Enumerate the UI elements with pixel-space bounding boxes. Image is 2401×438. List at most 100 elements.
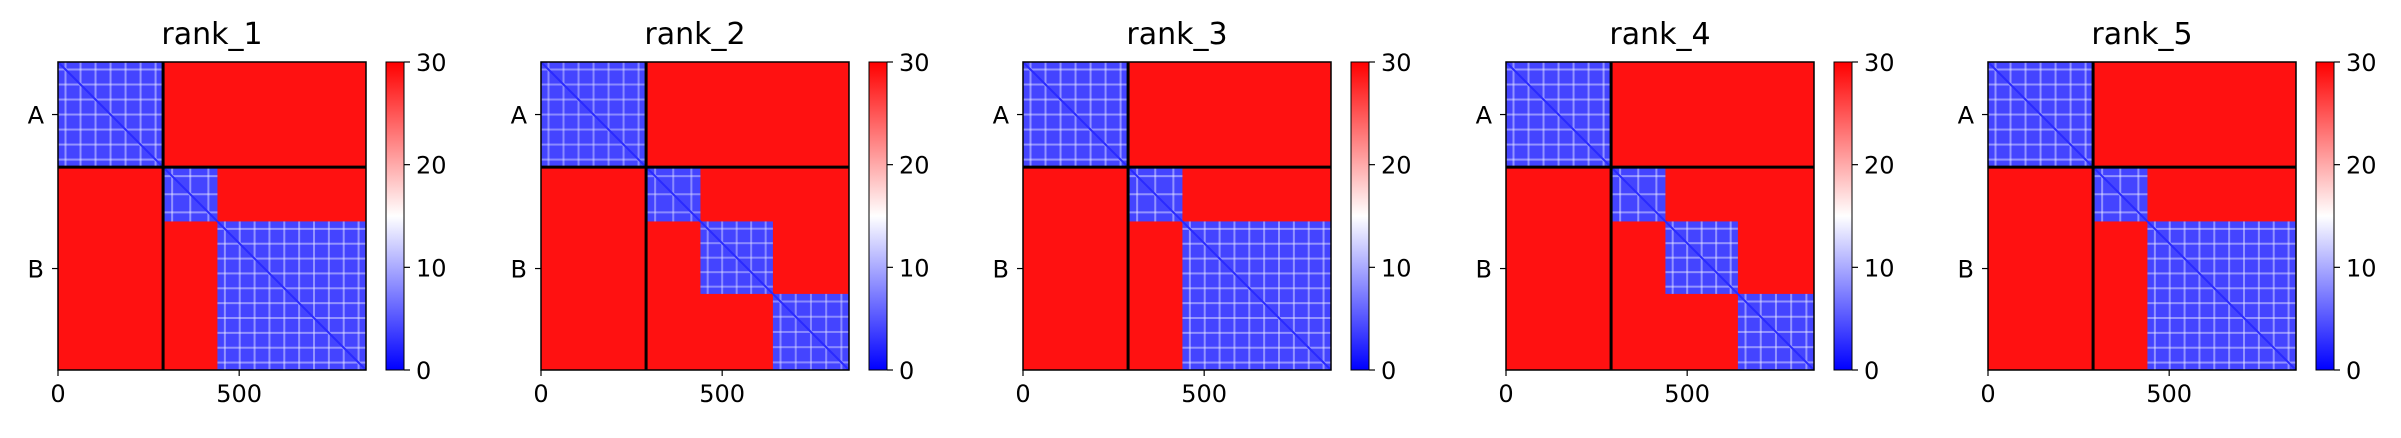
block-texture-stripe	[2147, 287, 2296, 290]
block-texture-stripe	[2198, 221, 2201, 370]
block-texture-stripe	[700, 242, 773, 245]
panel-title: rank_4	[1609, 17, 1710, 52]
axes-frame	[540, 61, 850, 371]
block-texture-stripe	[58, 143, 164, 146]
block-texture-stripe	[2147, 227, 2296, 230]
x-tick-label: 0	[50, 380, 65, 408]
block-texture-stripe	[217, 227, 366, 230]
block-texture-stripe	[772, 315, 849, 318]
block-texture-stripe	[2054, 62, 2057, 168]
block-texture-stripe	[1023, 98, 1129, 101]
heatmap-panel-5: rank_5 A B 0 500 0 10 20 30	[1958, 17, 2377, 408]
x-tick-label: 500	[1181, 380, 1227, 408]
block-texture-stripe	[2093, 175, 2148, 178]
block-texture-stripe	[1744, 293, 1747, 370]
colorbar-tick-label: 10	[1864, 254, 1895, 282]
heatmap-panel-3: rank_3 A B 0 500 0 10 20 30	[993, 17, 1412, 408]
block-texture-stripe	[700, 271, 773, 274]
colorbar-tick-label: 30	[1381, 49, 1412, 77]
block-texture-stripe	[1506, 68, 1612, 71]
block-texture-stripe	[1671, 221, 1674, 294]
panel-title: rank_2	[644, 17, 745, 52]
block-texture-stripe	[1119, 62, 1122, 168]
block-texture-stripe	[1988, 98, 2094, 101]
block-texture-stripe	[2272, 221, 2275, 370]
colorbar	[1833, 61, 1853, 371]
block-texture-stripe	[1188, 221, 1191, 370]
block-texture-stripe	[1602, 62, 1605, 168]
block-texture-stripe	[1089, 62, 1092, 168]
block-texture-stripe	[1182, 317, 1331, 320]
block-texture-stripe	[1737, 346, 1814, 349]
block-texture-stripe	[541, 128, 647, 131]
block-texture-stripe	[772, 361, 849, 364]
block-texture-stripe	[217, 331, 366, 334]
diagonal-line	[1987, 61, 2297, 371]
block-texture-stripe	[1059, 62, 1062, 168]
block-texture-stripe	[2168, 221, 2171, 370]
block-texture-stripe	[794, 293, 797, 370]
block-texture-stripe	[1988, 128, 2094, 131]
block-texture-stripe	[637, 62, 640, 168]
block-texture-stripe	[700, 285, 773, 288]
block-texture-stripe	[541, 83, 647, 86]
colorbar	[385, 61, 405, 371]
block-texture-stripe	[541, 98, 647, 101]
block-texture-stripe	[1506, 98, 1612, 101]
block-texture-stripe	[2137, 167, 2140, 222]
block-texture-stripe	[1182, 302, 1331, 305]
block-texture-stripe	[1805, 293, 1808, 370]
y-tick-label: A	[1958, 102, 1975, 130]
block-texture-stripe	[1182, 272, 1331, 275]
block-texture-stripe	[1278, 221, 1281, 370]
block-texture-stripe	[577, 62, 580, 168]
block-texture-stripe	[2147, 242, 2296, 245]
block-texture-stripe	[313, 221, 316, 370]
colorbar-tick-label: 0	[899, 357, 914, 385]
block-texture-stripe	[1737, 300, 1814, 303]
block-texture-stripe	[779, 293, 782, 370]
x-tick-label: 500	[1664, 380, 1710, 408]
block-texture-stripe	[1737, 361, 1814, 364]
block-texture-stripe	[1182, 331, 1331, 334]
block-texture-stripe	[1619, 167, 1622, 222]
block-texture-stripe	[1182, 257, 1331, 260]
block-texture-stripe	[1506, 143, 1612, 146]
block-texture-stripe	[253, 221, 256, 370]
y-tick-label: A	[1476, 102, 1493, 130]
block-texture-stripe	[1759, 293, 1762, 370]
block-texture-stripe	[1988, 158, 2094, 161]
block-texture-stripe	[1506, 158, 1612, 161]
colorbar-tick-label: 10	[2346, 254, 2377, 282]
y-tick-label: B	[993, 256, 1009, 284]
block-texture-stripe	[825, 293, 828, 370]
block-texture-stripe	[1203, 221, 1206, 370]
block-texture-stripe	[1182, 361, 1331, 364]
block-texture-stripe	[2147, 361, 2296, 364]
block-texture-stripe	[764, 221, 767, 294]
block-texture-stripe	[94, 62, 97, 168]
block-texture-stripe	[772, 346, 849, 349]
block-texture-stripe	[1248, 221, 1251, 370]
block-texture-stripe	[1611, 211, 1666, 214]
y-tick-label: A	[28, 102, 45, 130]
block-texture-stripe	[58, 68, 164, 71]
block-texture-stripe	[2147, 346, 2296, 349]
block-texture-stripe	[1128, 175, 1183, 178]
y-tick-label: B	[28, 256, 44, 284]
block-texture-stripe	[2093, 211, 2148, 214]
block-texture-stripe	[217, 346, 366, 349]
block-texture-stripe	[342, 221, 345, 370]
block-texture-stripe	[1665, 285, 1738, 288]
panel-title: rank_1	[161, 17, 262, 52]
y-tick-label: B	[511, 256, 527, 284]
block-texture-stripe	[327, 221, 330, 370]
colorbar-tick-label: 0	[416, 357, 431, 385]
block-texture-stripe	[2101, 167, 2104, 222]
block-texture-stripe	[1023, 158, 1129, 161]
block-texture-stripe	[207, 167, 210, 222]
block-texture-stripe	[1572, 62, 1575, 168]
block-texture-stripe	[2213, 221, 2216, 370]
block-texture-stripe	[1023, 83, 1129, 86]
